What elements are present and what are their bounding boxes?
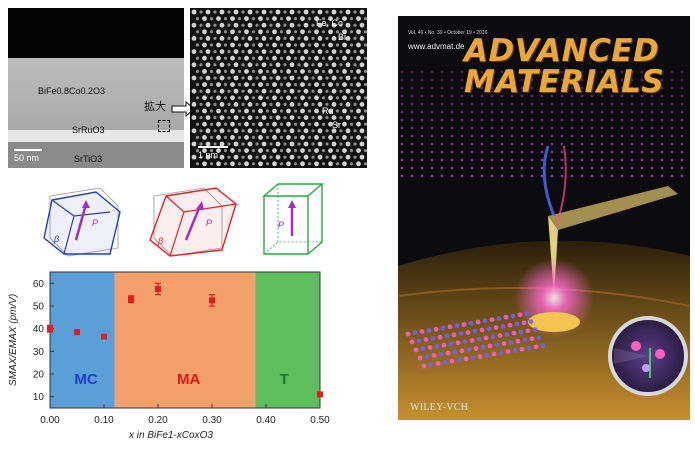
film-label: BiFe0.8Co0.2O3 bbox=[38, 86, 106, 96]
y-tick-label: 60 bbox=[33, 279, 45, 290]
x-axis-label: x in BiFe1-xCoxO3 bbox=[128, 430, 213, 441]
data-point bbox=[128, 295, 134, 304]
region-label-mc: MC bbox=[74, 371, 97, 388]
x-tick-label: 0.00 bbox=[40, 415, 60, 426]
atomic-resolution-image: Fe, Co Bi Ru Sr 1 nm bbox=[190, 8, 367, 168]
tem-cross-section-image: BiFe0.8Co0.2O3 SrRuO3 SrTiO3 50 nm 拡大 bbox=[8, 8, 184, 168]
data-point bbox=[47, 324, 53, 333]
x-tick-label: 0.30 bbox=[202, 415, 222, 426]
region-label-ma: MA bbox=[177, 371, 200, 388]
data-point bbox=[74, 329, 80, 336]
data-point bbox=[209, 294, 215, 307]
cover-title-line2: MATERIALS bbox=[464, 64, 665, 100]
dot-pattern bbox=[400, 70, 684, 178]
angle-beta-mc: β bbox=[53, 234, 59, 244]
data-point bbox=[317, 391, 323, 398]
zoom-label: 拡大 bbox=[144, 101, 166, 113]
plot-frame bbox=[49, 271, 321, 409]
region-ma bbox=[114, 272, 256, 408]
scale-bar bbox=[14, 149, 42, 151]
atom-lattice bbox=[405, 311, 546, 369]
cover-art bbox=[398, 70, 690, 420]
x-tick-label: 0.50 bbox=[310, 415, 330, 426]
journal-cover: Vol. 46 • No. 39 • October 19 • 2016 www… bbox=[398, 16, 690, 420]
scale-bar-right-label: 1 nm bbox=[198, 150, 219, 160]
afm-tip bbox=[548, 216, 558, 296]
electrode-label: SrRuO3 bbox=[72, 125, 105, 135]
data-point bbox=[101, 333, 107, 340]
bi-site-label: Bi bbox=[338, 32, 347, 42]
angle-beta-ma: β bbox=[157, 236, 163, 246]
unit-cell-ma: P β bbox=[149, 187, 237, 257]
y-tick-label: 30 bbox=[33, 347, 45, 358]
magnifier-lens bbox=[608, 316, 688, 396]
zoom-box bbox=[158, 120, 170, 132]
y-tick-label: 50 bbox=[33, 302, 45, 313]
cover-volume-info: Vol. 46 • No. 39 • October 19 • 2016 bbox=[408, 30, 488, 36]
vector-p-mc: P bbox=[92, 218, 98, 228]
cover-publisher: WILEY-VCH bbox=[410, 402, 469, 413]
cover-title: ADVANCED MATERIALS bbox=[464, 36, 686, 98]
cantilever bbox=[548, 186, 678, 230]
ru-site-label: Ru bbox=[322, 106, 334, 116]
region-t bbox=[255, 272, 320, 408]
x-tick-label: 0.10 bbox=[94, 415, 114, 426]
y-tick-label: 40 bbox=[33, 324, 45, 335]
vector-p-ma: P bbox=[206, 218, 212, 228]
unit-cell-t: P bbox=[262, 183, 324, 255]
unit-cell-schematics: P β P β P bbox=[43, 183, 324, 257]
piezo-coefficient-chart: MC MA T 10 20 30 40 50 60 0.00 0.10 0.20 0.30 0.40 0.… bbox=[8, 271, 330, 441]
x-tick-label: 0.20 bbox=[148, 415, 168, 426]
fe-co-site-label: Fe, Co bbox=[316, 18, 344, 28]
cover-title-line1: ADVANCED bbox=[464, 33, 660, 69]
scale-bar-label: 50 nm bbox=[14, 153, 40, 163]
unit-cell-mc: P β bbox=[43, 187, 121, 257]
y-tick-label: 10 bbox=[33, 392, 45, 403]
y-axis-label: SMAX/EMAX (pm/V) bbox=[8, 294, 19, 386]
substrate-label: SrTiO3 bbox=[74, 154, 103, 164]
y-tick-label: 20 bbox=[33, 370, 45, 381]
vector-p-t: P bbox=[278, 220, 284, 230]
data-point bbox=[155, 282, 161, 296]
cover-url: www.advmat.de bbox=[408, 42, 465, 51]
scale-bar-right bbox=[198, 146, 228, 148]
sr-site-label: Sr bbox=[332, 120, 341, 130]
x-tick-label: 0.40 bbox=[256, 415, 276, 426]
region-label-t: T bbox=[280, 371, 289, 388]
region-mc bbox=[50, 272, 115, 408]
